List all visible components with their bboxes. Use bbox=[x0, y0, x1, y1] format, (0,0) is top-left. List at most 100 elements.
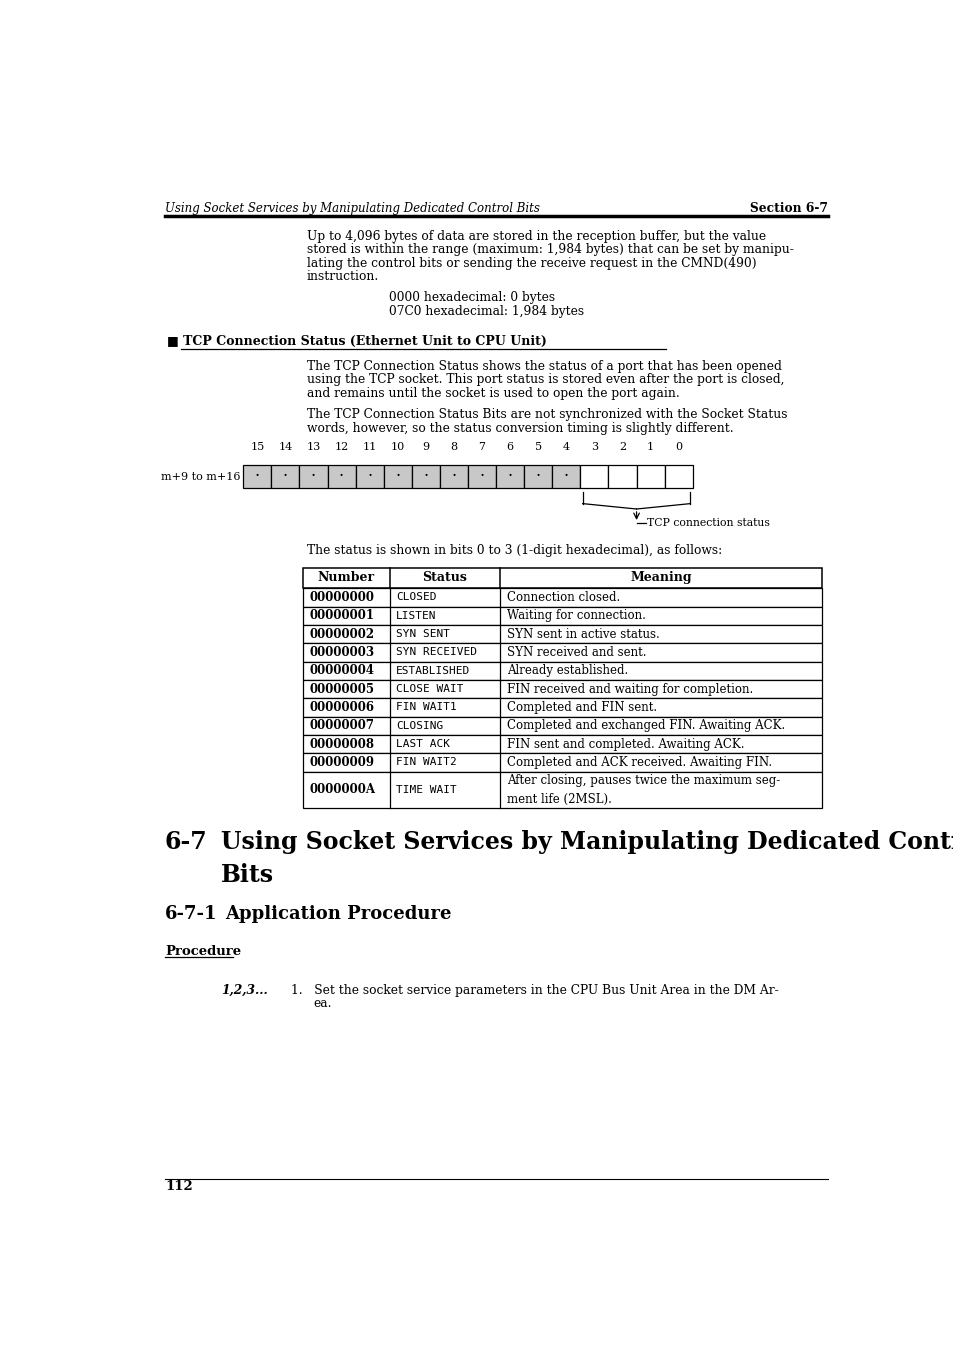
Text: 1,2,3...: 1,2,3... bbox=[220, 984, 267, 997]
Text: 0000 hexadecimal: 0 bytes: 0000 hexadecimal: 0 bytes bbox=[389, 292, 555, 304]
Text: ·: · bbox=[338, 469, 344, 485]
Text: 2: 2 bbox=[618, 442, 625, 453]
Bar bbox=[412, 465, 439, 488]
Text: FIN sent and completed. Awaiting ACK.: FIN sent and completed. Awaiting ACK. bbox=[506, 738, 743, 751]
Text: CLOSING: CLOSING bbox=[395, 721, 443, 731]
Bar bbox=[303, 643, 821, 662]
Text: 07C0 hexadecimal: 1,984 bytes: 07C0 hexadecimal: 1,984 bytes bbox=[389, 305, 583, 317]
Bar bbox=[303, 680, 821, 698]
Text: 13: 13 bbox=[306, 442, 320, 453]
Text: ESTABLISHED: ESTABLISHED bbox=[395, 666, 470, 676]
Text: instruction.: instruction. bbox=[307, 270, 378, 284]
Bar bbox=[664, 465, 692, 488]
Text: Using Socket Services by Manipulating Dedicated Control Bits: Using Socket Services by Manipulating De… bbox=[165, 203, 539, 215]
Text: stored is within the range (maximum: 1,984 bytes) that can be set by manipu-: stored is within the range (maximum: 1,9… bbox=[307, 243, 793, 257]
Text: ■ TCP Connection Status (Ethernet Unit to CPU Unit): ■ TCP Connection Status (Ethernet Unit t… bbox=[167, 335, 546, 349]
Text: SYN received and sent.: SYN received and sent. bbox=[506, 646, 645, 659]
Text: Using Socket Services by Manipulating Dedicated Control: Using Socket Services by Manipulating De… bbox=[220, 830, 953, 854]
Text: 7: 7 bbox=[478, 442, 485, 453]
Bar bbox=[523, 465, 552, 488]
Text: Completed and exchanged FIN. Awaiting ACK.: Completed and exchanged FIN. Awaiting AC… bbox=[506, 719, 784, 732]
Text: 00000005: 00000005 bbox=[310, 682, 375, 696]
Text: 12: 12 bbox=[335, 442, 349, 453]
Text: Section 6-7: Section 6-7 bbox=[750, 203, 827, 215]
Text: ·: · bbox=[395, 469, 400, 485]
Text: CLOSED: CLOSED bbox=[395, 593, 436, 603]
Text: ·: · bbox=[451, 469, 456, 485]
Text: 1.   Set the socket service parameters in the CPU Bus Unit Area in the DM Ar-: 1. Set the socket service parameters in … bbox=[291, 984, 778, 997]
Bar bbox=[271, 465, 299, 488]
Text: SYN sent in active status.: SYN sent in active status. bbox=[506, 628, 659, 640]
Text: 11: 11 bbox=[362, 442, 376, 453]
Text: Status: Status bbox=[422, 571, 467, 585]
Bar bbox=[299, 465, 327, 488]
Text: 00000000: 00000000 bbox=[310, 590, 375, 604]
Text: 00000007: 00000007 bbox=[310, 719, 375, 732]
Text: CLOSE WAIT: CLOSE WAIT bbox=[395, 684, 463, 694]
Text: lating the control bits or sending the receive request in the CMND(490): lating the control bits or sending the r… bbox=[307, 257, 756, 270]
Text: 00000008: 00000008 bbox=[310, 738, 375, 751]
Text: 0: 0 bbox=[675, 442, 681, 453]
Text: Meaning: Meaning bbox=[630, 571, 691, 585]
Bar bbox=[636, 465, 664, 488]
Text: ·: · bbox=[423, 469, 428, 485]
Text: Procedure: Procedure bbox=[165, 946, 241, 958]
Bar bbox=[303, 607, 821, 626]
Text: The status is shown in bits 0 to 3 (1-digit hexadecimal), as follows:: The status is shown in bits 0 to 3 (1-di… bbox=[307, 544, 721, 558]
Text: 00000003: 00000003 bbox=[310, 646, 375, 659]
Text: FIN received and waiting for completion.: FIN received and waiting for completion. bbox=[506, 682, 752, 696]
Bar bbox=[303, 754, 821, 771]
Text: The TCP Connection Status shows the status of a port that has been opened: The TCP Connection Status shows the stat… bbox=[307, 359, 781, 373]
Text: 6-7: 6-7 bbox=[165, 830, 208, 854]
Text: ·: · bbox=[367, 469, 372, 485]
Text: 5: 5 bbox=[534, 442, 541, 453]
Text: SYN SENT: SYN SENT bbox=[395, 630, 450, 639]
Text: 9: 9 bbox=[422, 442, 429, 453]
Text: The TCP Connection Status Bits are not synchronized with the Socket Status: The TCP Connection Status Bits are not s… bbox=[307, 408, 786, 422]
Bar bbox=[303, 735, 821, 754]
Text: Connection closed.: Connection closed. bbox=[506, 590, 619, 604]
Text: ·: · bbox=[282, 469, 288, 485]
Bar bbox=[383, 465, 412, 488]
Bar bbox=[439, 465, 468, 488]
Text: ·: · bbox=[507, 469, 512, 485]
Text: LAST ACK: LAST ACK bbox=[395, 739, 450, 748]
Text: Waiting for connection.: Waiting for connection. bbox=[506, 609, 645, 623]
Text: using the TCP socket. This port status is stored even after the port is closed,: using the TCP socket. This port status i… bbox=[307, 373, 783, 386]
Text: words, however, so the status conversion timing is slightly different.: words, however, so the status conversion… bbox=[307, 422, 733, 435]
Bar bbox=[355, 465, 383, 488]
Bar bbox=[243, 465, 271, 488]
Text: ·: · bbox=[535, 469, 540, 485]
Text: ·: · bbox=[563, 469, 568, 485]
Text: Completed and ACK received. Awaiting FIN.: Completed and ACK received. Awaiting FIN… bbox=[506, 757, 771, 769]
Bar bbox=[468, 465, 496, 488]
Bar bbox=[579, 465, 608, 488]
Text: m+9 to m+16: m+9 to m+16 bbox=[161, 471, 240, 482]
Text: 00000009: 00000009 bbox=[310, 757, 375, 769]
Bar bbox=[327, 465, 355, 488]
Text: and remains until the socket is used to open the port again.: and remains until the socket is used to … bbox=[307, 386, 679, 400]
Text: Up to 4,096 bytes of data are stored in the reception buffer, but the value: Up to 4,096 bytes of data are stored in … bbox=[307, 230, 765, 243]
Bar bbox=[303, 567, 821, 588]
Text: Completed and FIN sent.: Completed and FIN sent. bbox=[506, 701, 657, 713]
Text: ment life (2MSL).: ment life (2MSL). bbox=[506, 793, 611, 805]
Text: ·: · bbox=[479, 469, 484, 485]
Text: SYN RECEIVED: SYN RECEIVED bbox=[395, 647, 476, 658]
Text: 1: 1 bbox=[646, 442, 654, 453]
Text: 3: 3 bbox=[590, 442, 598, 453]
Text: 15: 15 bbox=[250, 442, 264, 453]
Text: ·: · bbox=[311, 469, 315, 485]
Text: 4: 4 bbox=[562, 442, 569, 453]
Text: FIN WAIT1: FIN WAIT1 bbox=[395, 703, 456, 712]
Text: 00000004: 00000004 bbox=[310, 665, 375, 677]
Text: 00000006: 00000006 bbox=[310, 701, 375, 713]
Bar bbox=[303, 588, 821, 607]
Text: ea.: ea. bbox=[314, 997, 332, 1011]
Bar bbox=[303, 626, 821, 643]
Text: 8: 8 bbox=[450, 442, 457, 453]
Bar bbox=[552, 465, 579, 488]
Text: LISTEN: LISTEN bbox=[395, 611, 436, 621]
Text: Bits: Bits bbox=[220, 863, 274, 886]
Text: ·: · bbox=[254, 469, 259, 485]
Text: 6: 6 bbox=[506, 442, 513, 453]
